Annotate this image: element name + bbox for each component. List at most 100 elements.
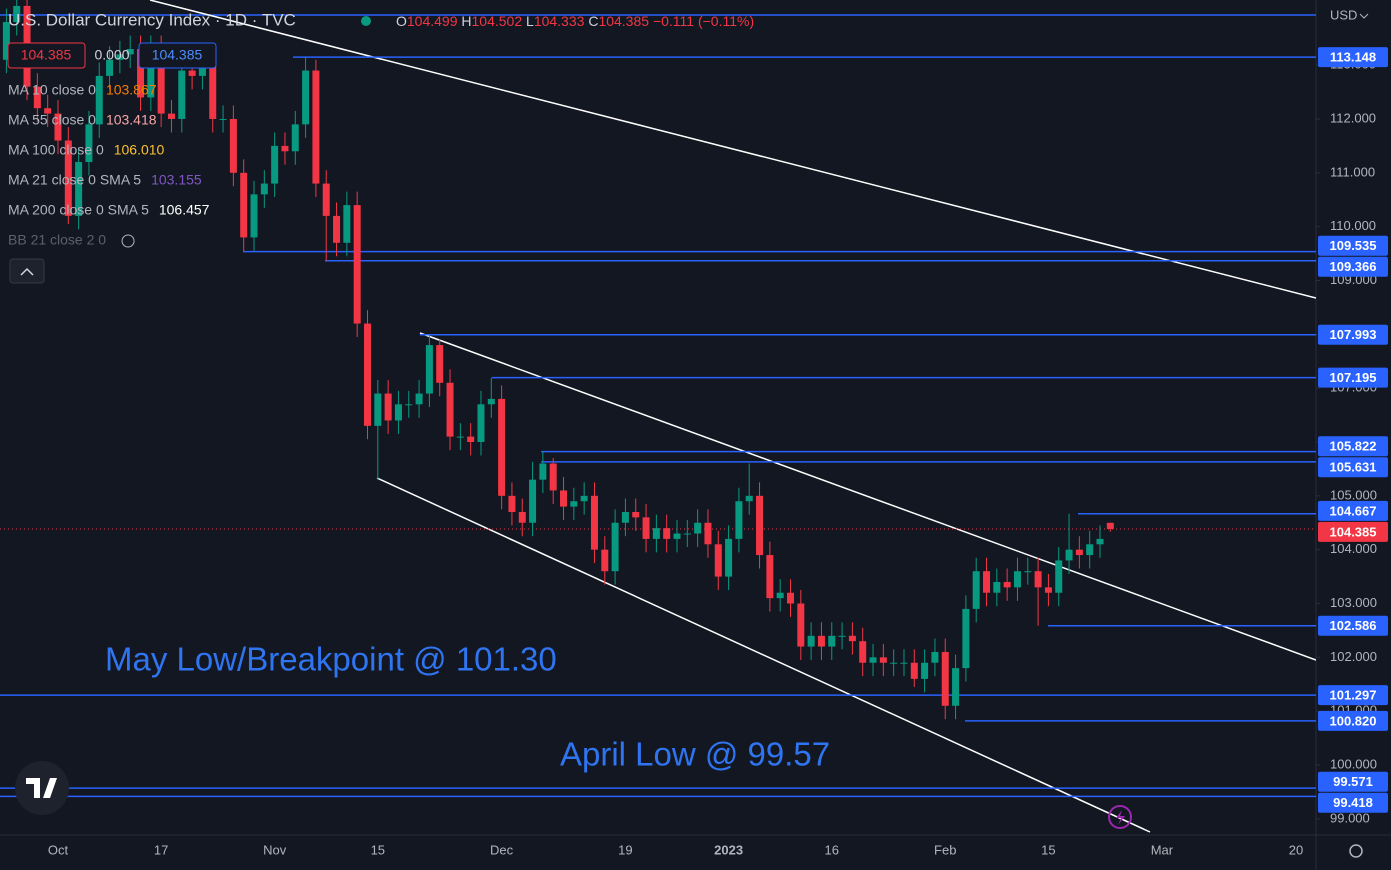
indicator-value: 103.867 — [106, 82, 157, 98]
candle-body — [694, 522, 702, 534]
annotation: May Low/Breakpoint @ 101.30 — [105, 641, 557, 678]
bid-box[interactable] — [7, 42, 86, 69]
price-label-box — [1318, 256, 1388, 277]
x-tick-label: 20 — [1289, 842, 1303, 857]
logo-badge[interactable] — [15, 761, 69, 815]
price-label-box — [1318, 710, 1388, 731]
y-tick-label: 103.000 — [1330, 595, 1377, 610]
bid-price: 104.385 — [21, 47, 72, 63]
events-bolt — [1116, 810, 1125, 825]
candle-body — [260, 183, 268, 195]
level-label: 109.535 — [1330, 238, 1377, 253]
candle-body — [312, 70, 320, 184]
x-tick-label: 15 — [1041, 842, 1055, 857]
price-label-box — [1318, 47, 1388, 68]
candle-body — [745, 495, 753, 502]
candle-body — [209, 65, 217, 119]
price-label-box — [1318, 500, 1388, 521]
x-tick-label: 2023 — [714, 842, 743, 857]
candle-body — [921, 662, 929, 679]
price-label-box — [1318, 615, 1388, 636]
ohlc-value: 104.502 — [472, 13, 523, 29]
candle-body — [962, 608, 970, 669]
candle-body — [642, 517, 650, 539]
candle-body — [281, 145, 289, 152]
candle-body — [33, 86, 41, 109]
candle-body — [621, 511, 629, 523]
collapse-button[interactable] — [9, 258, 45, 284]
y-tick-label: 105.000 — [1330, 487, 1377, 502]
candle-body — [786, 592, 794, 604]
candle-body — [1075, 549, 1083, 556]
candle-body — [807, 635, 815, 647]
candle-body — [250, 194, 258, 238]
candle-body — [394, 404, 402, 421]
candle-body — [972, 571, 980, 609]
y-tick-label: 104.000 — [1330, 541, 1377, 556]
candle-body — [456, 436, 464, 438]
x-tick-label: Nov — [263, 842, 287, 857]
price-label-box — [1318, 771, 1388, 792]
x-tick-label: 15 — [371, 842, 385, 857]
ohlc-value: 104.499 — [407, 13, 458, 29]
candle-body — [436, 345, 444, 383]
candle-body — [673, 533, 681, 539]
x-tick-label: Oct — [48, 842, 69, 857]
indicator-value: 103.155 — [151, 172, 202, 188]
y-tick-label: 99.000 — [1330, 810, 1370, 825]
candle-body — [983, 571, 991, 593]
candle-body — [85, 124, 93, 163]
candle-body — [848, 635, 856, 642]
y-tick-label: 102.000 — [1330, 649, 1377, 664]
chart-title: U.S. Dollar Currency Index · 1D · TVC — [8, 10, 296, 29]
candle-body — [590, 495, 598, 550]
candle-body — [75, 162, 83, 216]
candle-body — [126, 48, 134, 55]
currency-caret — [1359, 13, 1369, 19]
level-label: 107.195 — [1330, 370, 1377, 385]
level-label: 100.820 — [1330, 713, 1377, 728]
candle-body — [198, 65, 206, 76]
level-label: 113.148 — [1330, 50, 1376, 65]
candle-body — [333, 215, 341, 243]
price-label-box — [1318, 324, 1388, 345]
annotation: April Low @ 99.57 — [560, 736, 830, 773]
candle-body — [993, 581, 1001, 593]
ohlc-value: 104.385 — [598, 13, 649, 29]
ohlc-letter: H — [461, 13, 471, 29]
candle-body — [817, 635, 825, 647]
candle-body — [477, 404, 485, 442]
candle-body — [64, 140, 72, 216]
candle-body — [539, 463, 547, 480]
candle-body — [157, 48, 165, 114]
candle-body — [446, 382, 454, 437]
price-label-box — [1318, 367, 1388, 388]
ask-box[interactable] — [138, 42, 217, 69]
indicator-name: BB 21 close 2 0 — [8, 232, 106, 248]
price-label-box — [1318, 521, 1388, 542]
collapse-icon — [20, 267, 34, 276]
currency-label[interactable]: USD — [1330, 7, 1357, 22]
candle-body — [384, 393, 392, 421]
ohlc-values: O104.499 H104.502 L104.333 C104.385 −0.1… — [396, 13, 754, 29]
indicator-name: MA 10 close 0 — [8, 82, 96, 98]
candle-body — [714, 544, 722, 577]
current-price-label: 104.385 — [1330, 524, 1377, 539]
y-tick-label: 112.000 — [1330, 110, 1376, 125]
indicator-name: MA 200 close 0 SMA 5 — [8, 202, 149, 218]
candle-body — [353, 205, 361, 324]
spread: 0.000 — [94, 47, 129, 63]
candle-body — [2, 22, 10, 60]
y-tick-label: 111.000 — [1330, 164, 1375, 179]
indicator-value: 103.418 — [106, 112, 157, 128]
candle-body — [188, 70, 196, 76]
candle-body — [518, 511, 526, 523]
x-tick-label: 17 — [154, 842, 168, 857]
candle-body — [560, 490, 568, 507]
settings-icon[interactable] — [1349, 844, 1363, 858]
candle-body — [95, 75, 103, 125]
logo — [26, 778, 57, 798]
ohlc-letter: L — [526, 13, 534, 29]
candle-body — [1034, 571, 1042, 588]
events-icon[interactable] — [1108, 805, 1132, 829]
